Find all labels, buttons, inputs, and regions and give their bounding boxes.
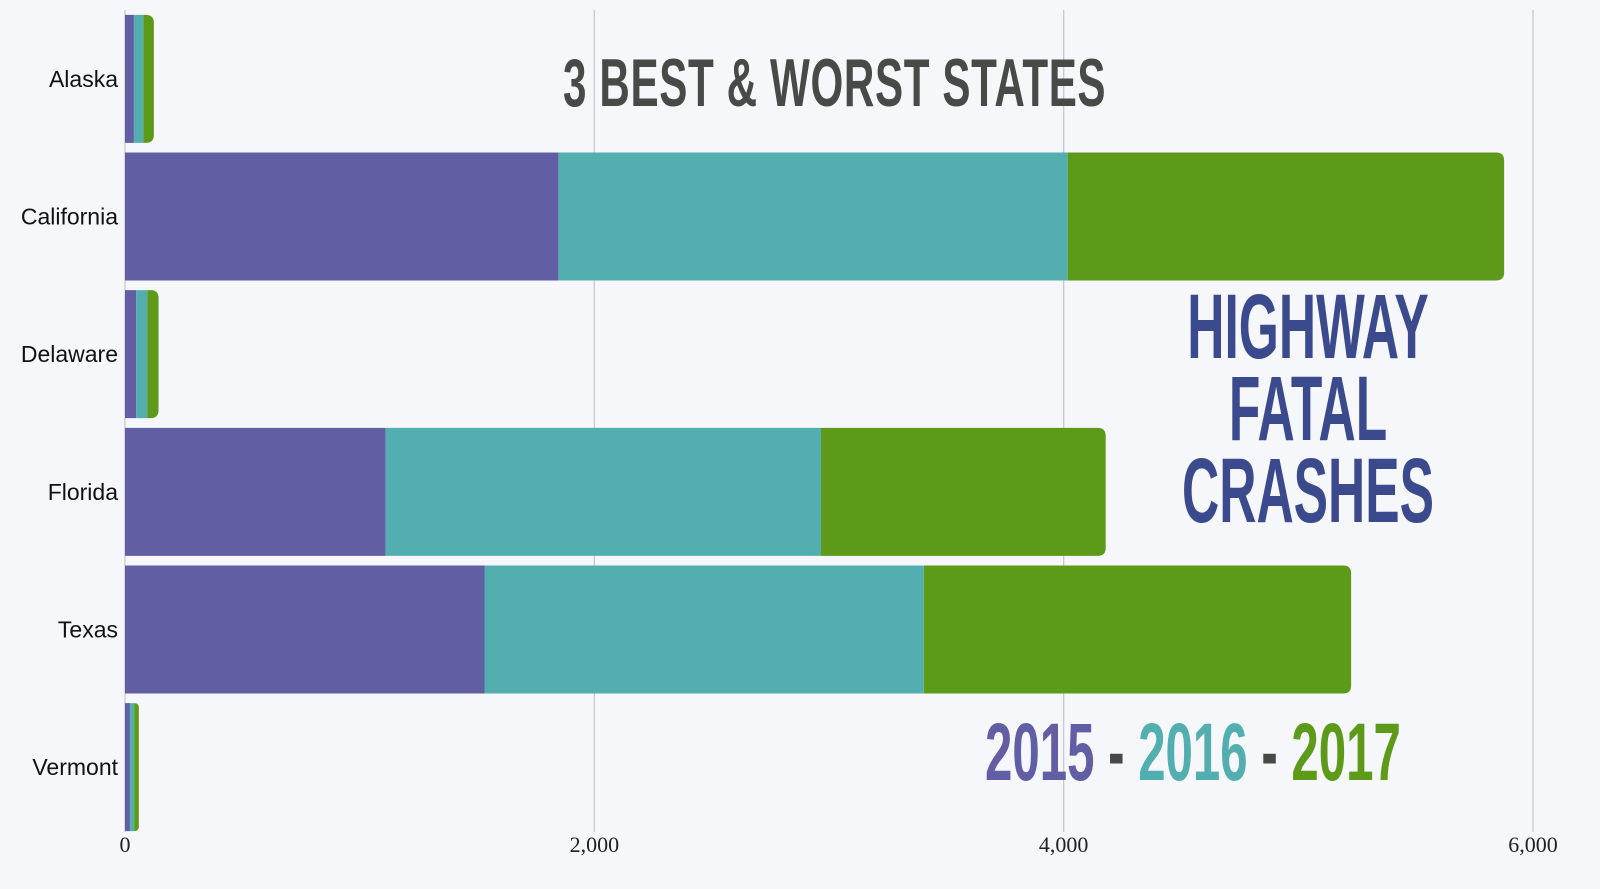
- legend-separator: -: [1261, 707, 1278, 798]
- x-tick-label: 0: [120, 832, 131, 857]
- chart-subtitle: HIGHWAY FATAL CRASHES: [1140, 276, 1476, 542]
- bar-texas-2015: [125, 565, 485, 694]
- subtitle-line: HIGHWAY: [1187, 276, 1429, 378]
- x-tick-label: 4,000: [1039, 832, 1089, 857]
- bar-alaska-2015: [125, 14, 134, 143]
- y-tick-label: California: [21, 204, 118, 230]
- bar-delaware-2015: [125, 290, 137, 419]
- bar-texas-2016: [484, 565, 924, 694]
- legend-separator: -: [1108, 707, 1125, 798]
- y-tick-label: Alaska: [49, 66, 118, 92]
- bar-florida-2017: [821, 427, 1106, 556]
- bar-vermont-2017: [134, 703, 139, 832]
- legend-2017: 2017: [1291, 707, 1401, 798]
- bar-delaware-2016: [136, 290, 148, 419]
- x-tick-label: 6,000: [1508, 832, 1558, 857]
- subtitle-line: CRASHES: [1182, 440, 1434, 542]
- bar-vermont-2016: [129, 703, 135, 832]
- y-tick-label: Delaware: [21, 341, 118, 367]
- legend: 2015 - 2016 - 2017: [985, 706, 1401, 800]
- bar-california-2017: [1067, 152, 1505, 281]
- bar-california-2015: [125, 152, 559, 281]
- bar-alaska-2017: [143, 14, 154, 143]
- y-tick-label: Texas: [58, 617, 118, 643]
- bar-vermont-2015: [125, 703, 130, 832]
- x-tick-label: 2,000: [570, 832, 620, 857]
- bar-california-2016: [558, 152, 1068, 281]
- bar-florida-2015: [125, 427, 386, 556]
- legend-2016: 2016: [1138, 707, 1248, 798]
- y-tick-label: Florida: [48, 479, 119, 505]
- bar-texas-2017: [923, 565, 1352, 694]
- legend-2015: 2015: [985, 707, 1095, 798]
- chart-title: 3 BEST & WORST STATES: [563, 45, 1107, 121]
- bar-florida-2016: [385, 427, 822, 556]
- y-tick-label: Vermont: [32, 754, 118, 780]
- subtitle-line: FATAL: [1228, 358, 1388, 460]
- bar-alaska-2016: [133, 14, 144, 143]
- bar-delaware-2017: [147, 290, 159, 419]
